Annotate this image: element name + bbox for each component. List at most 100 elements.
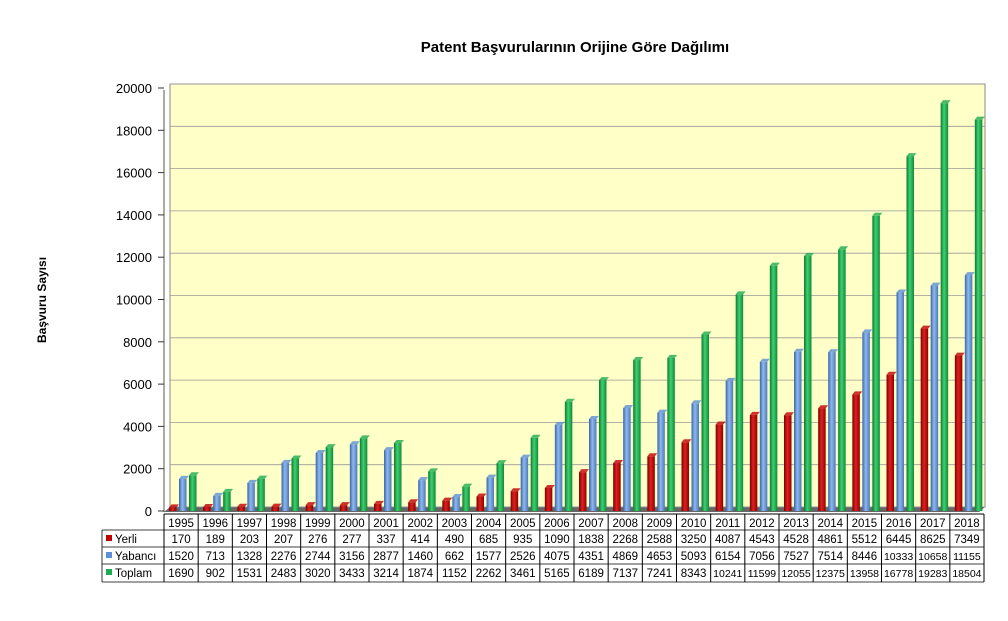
data-label: 7137	[612, 568, 638, 580]
data-label: 2526	[510, 551, 536, 563]
y-tick-label: 4000	[123, 419, 152, 434]
data-label: 276	[308, 534, 327, 546]
data-label: 685	[479, 534, 498, 546]
data-label: 16778	[884, 568, 913, 580]
bar	[189, 475, 197, 511]
bar	[941, 103, 949, 511]
data-label: 5093	[681, 551, 707, 563]
bar	[213, 496, 221, 511]
bar	[521, 458, 529, 511]
bar	[667, 358, 675, 511]
bar	[487, 478, 495, 511]
x-tick-label: 2007	[578, 518, 604, 530]
bar	[428, 471, 436, 511]
x-tick-label: 1997	[237, 518, 263, 530]
data-label: 10658	[918, 551, 947, 563]
bar	[452, 497, 460, 511]
y-tick-label: 18000	[116, 123, 152, 138]
bar	[237, 507, 245, 511]
bar	[955, 356, 963, 511]
bar	[462, 487, 470, 511]
data-label: 7349	[954, 534, 980, 546]
legend-swatch-toplam	[106, 569, 112, 575]
data-label: 2276	[271, 551, 297, 563]
legend-label: Yerli	[115, 534, 137, 546]
bar	[589, 419, 597, 511]
bar	[316, 453, 324, 511]
bar	[579, 472, 587, 511]
bar	[647, 456, 655, 511]
legend-label: Toplam	[115, 568, 152, 580]
legend-label: Yabancı	[115, 551, 156, 563]
data-label: 1090	[544, 534, 570, 546]
bar	[692, 403, 700, 511]
x-tick-label: 2000	[339, 518, 365, 530]
data-label: 1577	[476, 551, 502, 563]
data-label: 7241	[647, 568, 673, 580]
data-label: 414	[411, 534, 431, 546]
data-label: 662	[445, 551, 464, 563]
data-label: 189	[206, 534, 225, 546]
bar	[282, 463, 290, 511]
bar	[613, 463, 621, 511]
data-label: 207	[274, 534, 293, 546]
data-label: 337	[376, 534, 395, 546]
bar	[272, 507, 280, 511]
data-label: 203	[240, 534, 259, 546]
bar	[292, 458, 300, 511]
data-label: 1152	[442, 568, 467, 580]
bar	[804, 256, 812, 511]
data-label: 1531	[237, 568, 263, 580]
data-label: 277	[342, 534, 361, 546]
data-label: 13958	[850, 568, 879, 580]
data-label: 7514	[817, 551, 843, 563]
bar	[442, 501, 450, 511]
bar	[497, 463, 505, 511]
y-tick-label: 2000	[123, 462, 152, 477]
bar	[750, 415, 758, 511]
data-label: 2483	[271, 568, 297, 580]
bar	[360, 438, 368, 511]
data-label: 4351	[578, 551, 604, 563]
x-tick-label: 2016	[886, 518, 912, 530]
bar	[511, 491, 518, 511]
data-label: 12375	[816, 568, 845, 580]
bar	[326, 447, 334, 511]
bar	[623, 408, 631, 511]
data-label: 2744	[305, 551, 331, 563]
data-label: 902	[206, 568, 225, 580]
data-label: 8625	[920, 534, 946, 546]
bar	[408, 502, 416, 511]
bar	[179, 479, 187, 511]
data-label: 3433	[339, 568, 365, 580]
data-label: 12055	[781, 568, 810, 580]
bar	[702, 335, 710, 511]
bar	[907, 156, 915, 511]
data-label: 713	[206, 551, 225, 563]
y-axis-label: Başvuru Sayısı	[35, 257, 49, 343]
bar	[418, 480, 426, 511]
bar	[257, 479, 265, 511]
data-label: 6189	[578, 568, 604, 580]
data-label: 3156	[339, 551, 365, 563]
bar	[394, 443, 402, 511]
bar	[716, 425, 724, 511]
bar	[760, 362, 768, 511]
bar	[545, 488, 553, 511]
bar	[247, 483, 255, 511]
bar	[384, 450, 392, 511]
data-label: 7056	[749, 551, 775, 563]
bar	[784, 415, 792, 511]
bar	[531, 438, 539, 511]
bar	[975, 120, 983, 511]
bar	[887, 375, 895, 511]
bar	[921, 329, 929, 511]
data-label: 2588	[647, 534, 673, 546]
data-label: 10241	[713, 568, 742, 580]
x-tick-label: 2015	[852, 518, 878, 530]
bar	[682, 442, 690, 511]
bar	[565, 402, 573, 511]
data-label: 4861	[817, 534, 843, 546]
bar	[770, 266, 778, 511]
bar	[965, 275, 973, 511]
